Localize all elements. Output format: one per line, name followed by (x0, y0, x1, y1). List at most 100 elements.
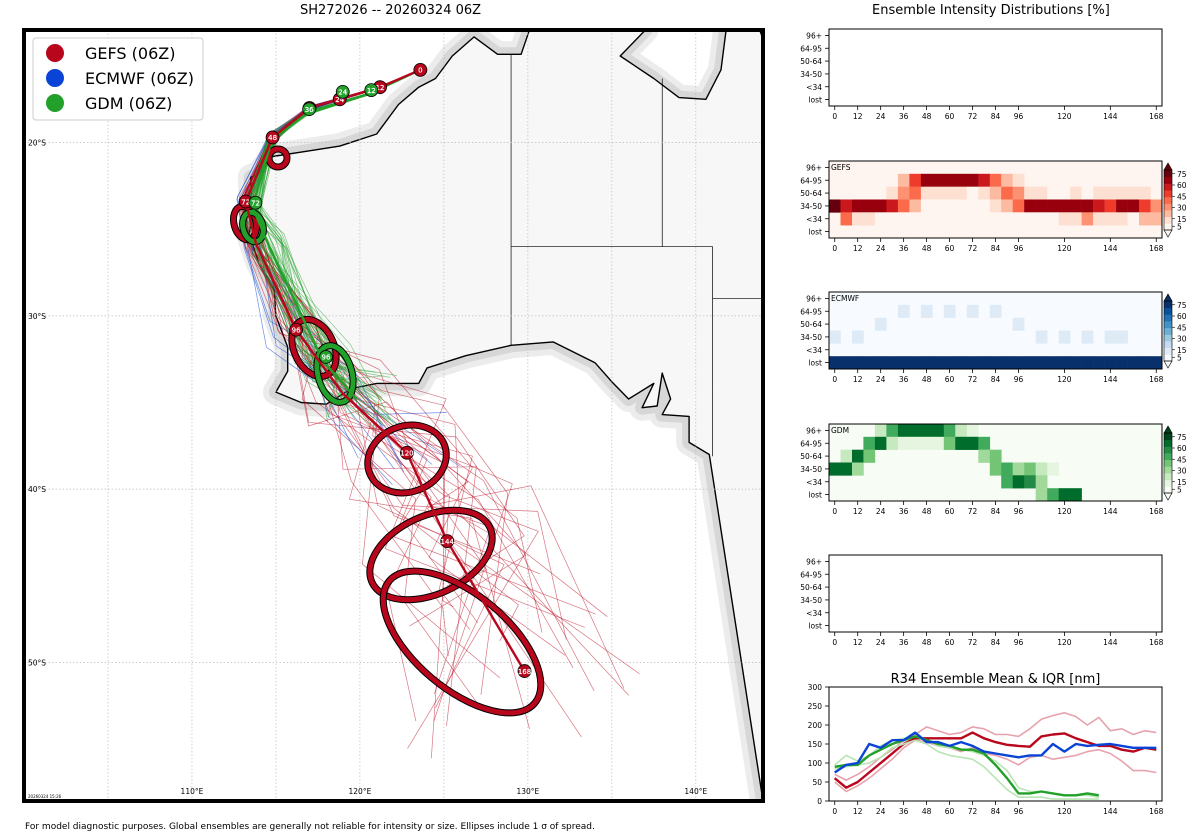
gdm-mean-track (251, 68, 421, 400)
heat-cell (1093, 212, 1105, 226)
heat-cell (897, 186, 910, 200)
heat-cell (829, 199, 841, 213)
heat-cell (932, 436, 945, 450)
heat-cell (955, 199, 968, 213)
heat-cell (874, 317, 887, 331)
heat-cell (840, 199, 853, 213)
ellipse (366, 506, 496, 604)
r34-series-line (834, 711, 1157, 781)
colorbar-tick-label: 75 (1177, 433, 1187, 442)
colorbar-tick-label: 75 (1177, 301, 1187, 310)
heat-cell (1058, 330, 1071, 344)
y-tick-label: 34-50 (800, 333, 822, 342)
heat-cell (1035, 186, 1048, 200)
colorbar-segment (1164, 210, 1172, 218)
x-tick-label: 12 (853, 638, 863, 647)
hour-marker-label: 0 (418, 67, 422, 75)
lon-axis-label: 140°E (684, 787, 707, 796)
hour-marker-dot (413, 62, 428, 77)
y-tick-label: 34-50 (800, 465, 822, 474)
ellipse (288, 316, 340, 380)
gdm-hour-marker: 72 (248, 195, 263, 210)
colorbar-max-arrow (1163, 162, 1173, 171)
x-tick-label: 24 (876, 375, 886, 384)
gefs-hour-marker: 0 (413, 62, 428, 77)
colorbar-max-arrow (1163, 293, 1173, 302)
heat-cell (1093, 356, 1105, 370)
heat-cell (989, 462, 1002, 476)
heat-cell (932, 199, 945, 213)
heat-cell (1104, 186, 1117, 200)
heat-cell (1058, 186, 1071, 200)
colorbar-segment (1164, 341, 1172, 349)
heat-cell (909, 212, 922, 226)
heat-cell (897, 173, 910, 187)
heat-cell (943, 424, 956, 438)
panel-model-label: ECMWF (831, 294, 859, 303)
x-tick-label: 84 (991, 244, 1001, 253)
x-tick-label: 36 (899, 375, 909, 384)
heat-cell (840, 449, 853, 463)
hour-marker-label: 168 (518, 668, 531, 676)
heat-cell (1035, 330, 1048, 344)
ellipse (313, 342, 357, 406)
x-tick-label: 120 (1057, 507, 1072, 516)
colorbar-max-arrow (1163, 425, 1173, 434)
heat-cell (852, 462, 864, 476)
tasmania-land (761, 498, 763, 501)
x-tick-label: 36 (899, 507, 909, 516)
heat-cell (1139, 186, 1151, 200)
x-tick-label: 60 (945, 112, 955, 121)
x-tick-label: 72 (968, 507, 978, 516)
x-tick-label: 120 (1057, 244, 1072, 253)
heat-cell (897, 436, 910, 450)
x-tick-label: 168 (1149, 244, 1164, 253)
x-tick-label: 72 (968, 375, 978, 384)
heat-cell (978, 449, 991, 463)
colorbar-frame (1163, 432, 1173, 494)
colorbar-tick-label: 5 (1177, 222, 1182, 231)
heat-cell (874, 356, 887, 370)
heat-cell (978, 199, 991, 213)
heat-cell (932, 356, 945, 370)
hour-marker-dot (265, 130, 280, 145)
ellipse-fill (380, 568, 544, 716)
x-tick-label: 48 (922, 507, 932, 516)
x-tick-label: 24 (876, 244, 886, 253)
intensity-panel: ECMWF 96+ 64-95 50-64 34-50 <34 lost 0 12 24 36 48 6… (800, 291, 1187, 384)
y-tick-label: 64-95 (800, 570, 822, 579)
track-map: 0122436487296120144168122436729620°S30°S… (22, 28, 765, 803)
heat-cell (920, 173, 933, 187)
heat-cell (1070, 356, 1082, 370)
hour-marker-label: 96 (292, 327, 301, 335)
heat-cell (1081, 199, 1094, 213)
australia-land (248, 30, 763, 801)
heat-cell (932, 186, 945, 200)
x-tick-label: 96 (1014, 244, 1024, 253)
heat-cell (989, 212, 1002, 226)
heat-cell (1081, 330, 1094, 344)
heat-cell (1012, 173, 1025, 187)
hour-marker-label: 144 (441, 538, 455, 546)
x-tick-label: 36 (899, 244, 909, 253)
y-tick-label: 34-50 (800, 596, 822, 605)
lon-axis-label: 120°E (349, 787, 372, 796)
heat-cell (1058, 212, 1071, 226)
legend-swatch (46, 69, 64, 87)
x-tick-label: 60 (945, 244, 955, 253)
heat-cell (1024, 356, 1036, 370)
legend-swatch (46, 44, 64, 62)
colorbar-tick-label: 5 (1177, 485, 1182, 494)
x-tick-label: 60 (945, 807, 955, 816)
heat-cell (966, 199, 979, 213)
colorbar-segment (1164, 216, 1172, 224)
heat-cell (932, 173, 945, 187)
hour-marker-label: 12 (376, 84, 385, 92)
heat-cell (989, 356, 1002, 370)
y-tick-label: 100 (808, 759, 823, 768)
heat-cell (1116, 199, 1128, 213)
y-tick-label: lost (808, 96, 822, 105)
heat-cell (1150, 199, 1163, 213)
r34-title: R34 Ensemble Mean & IQR [nm] (891, 672, 1101, 687)
heat-cell (920, 304, 933, 318)
